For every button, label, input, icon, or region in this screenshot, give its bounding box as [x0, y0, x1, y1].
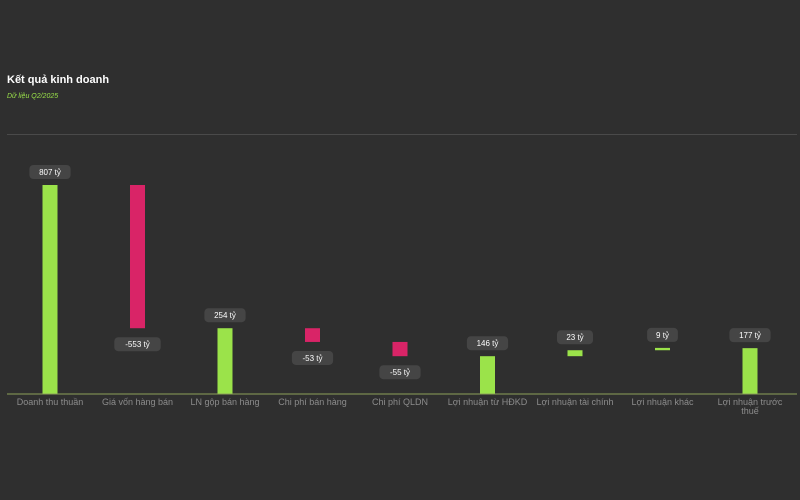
value-label-bg	[114, 337, 161, 352]
category-label-4: Chi phí bán hàng	[278, 397, 347, 407]
chart-subtitle: Dữ liệu Q2/2025	[7, 93, 59, 100]
value-label-text: 146 tỷ	[477, 339, 499, 348]
category-label-6: Lợi nhuận từ HĐKD	[447, 397, 528, 407]
value-labels-layer: 807 tỷ -553 tỷ 254 tỷ -53 tỷ -55 tỷ 146 tỷ 23 …	[29, 165, 771, 380]
category-label-3: LN gộp bán hàng	[190, 397, 260, 407]
value-label-2: -553 tỷ	[114, 337, 161, 352]
bar-3[interactable]	[217, 328, 233, 394]
value-label-text: 177 tỷ	[739, 331, 761, 340]
value-label-text: 23 tỷ	[566, 333, 583, 342]
value-label-bg	[466, 336, 509, 351]
value-label-bg	[729, 328, 771, 343]
bar-1[interactable]	[42, 185, 58, 394]
bar-7[interactable]	[567, 350, 583, 357]
bars-layer	[42, 185, 758, 394]
value-label-bg	[379, 365, 421, 380]
value-label-text: 254 tỷ	[214, 311, 236, 320]
bar-2[interactable]	[130, 185, 145, 329]
value-label-6: 146 tỷ	[466, 336, 509, 351]
value-label-7: 23 tỷ	[557, 330, 593, 345]
category-label-7: Lợi nhuận tài chính	[536, 397, 614, 407]
value-label-text: 807 tỷ	[39, 168, 61, 177]
bar-6[interactable]	[480, 356, 495, 394]
header-divider	[7, 134, 797, 135]
category-label-5: Chi phí QLDN	[371, 397, 429, 407]
value-label-bg	[647, 327, 678, 342]
bar-8[interactable]	[655, 347, 670, 351]
value-label-3: 254 tỷ	[204, 308, 246, 323]
category-label-9: Lợi nhuận trước thuế	[717, 397, 783, 416]
category-label-1: Doanh thu thuần	[16, 397, 84, 407]
bar-4[interactable]	[305, 328, 320, 342]
category-label-8: Lợi nhuận khác	[631, 397, 694, 407]
chart-title: Kết quả kinh doanh	[7, 74, 110, 86]
value-label-text: -53 tỷ	[302, 354, 322, 363]
value-label-bg	[204, 308, 246, 323]
value-label-bg	[557, 330, 593, 345]
value-label-4: -53 tỷ	[291, 350, 334, 365]
value-label-text: -553 tỷ	[125, 340, 149, 349]
value-label-1: 807 tỷ	[29, 165, 71, 179]
value-label-5: -55 tỷ	[379, 365, 421, 380]
bar-5[interactable]	[392, 341, 408, 357]
value-label-8: 9 tỷ	[647, 327, 678, 342]
category-label-2: Giá vốn hàng bán	[101, 397, 174, 407]
value-label-bg	[29, 165, 71, 179]
value-label-bg	[291, 350, 334, 365]
value-label-text: 9 tỷ	[656, 331, 669, 340]
bar-9[interactable]	[742, 348, 758, 394]
value-label-9: 177 tỷ	[729, 328, 771, 343]
value-label-text: -55 tỷ	[390, 368, 410, 377]
